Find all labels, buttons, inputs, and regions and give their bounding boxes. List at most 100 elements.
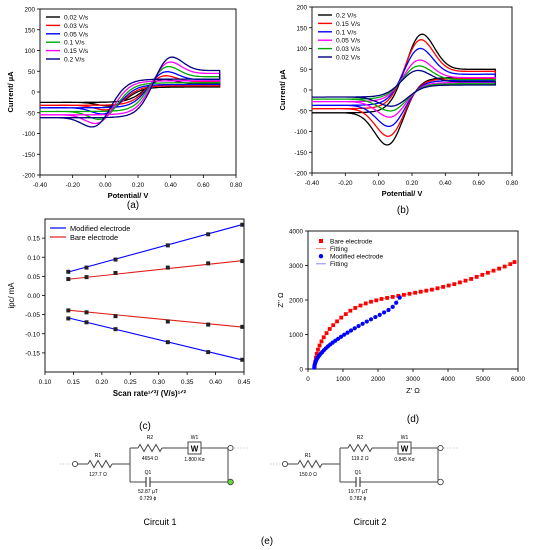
x-tick-label: 0: [306, 376, 310, 383]
q1-phi: 0.729 ϕ: [140, 496, 157, 502]
terminal-node: [437, 478, 444, 486]
x-tick-label: 0.10: [39, 379, 52, 386]
data-point: [113, 314, 118, 319]
warburg-symbol: W: [401, 445, 409, 454]
data-point: [368, 317, 374, 322]
y-tick-label: 3000: [289, 263, 304, 270]
data-point: [113, 327, 118, 332]
y-axis-label: Current/ µA: [278, 69, 287, 111]
q1-value: 19.77 µT: [348, 489, 368, 495]
data-point: [353, 306, 358, 310]
y-tick-label: -50: [298, 108, 308, 115]
fit-line-1: [68, 260, 243, 280]
legend-swatch: [319, 239, 323, 243]
terminal-node: [71, 460, 79, 468]
circuit-2: R1 150.0 Ω R2 119.2 Ω W W1 0.845 Kσ Q1 19.77 µT0…: [270, 435, 458, 527]
y-tick-label: -0.10: [25, 331, 40, 338]
data-point: [352, 326, 357, 331]
y-tick-label: 50: [28, 69, 36, 76]
y-tick-label: 0.00: [27, 293, 40, 300]
data-point: [206, 232, 211, 237]
fit-line-2: [68, 309, 243, 328]
data-point: [394, 300, 399, 305]
y-tick-label: 0: [31, 90, 35, 97]
y-tick-label: 50: [300, 67, 308, 74]
data-point: [402, 292, 406, 297]
y-tick-label: 0.10: [27, 255, 40, 262]
x-tick-label: 0.20: [406, 180, 419, 187]
w1-value: 0.845 Kσ: [394, 457, 415, 463]
panel-1: -0.40 -0.20 0.00 0.20 0.40 0.60 0.80 -200 -150 -1…: [278, 5, 519, 217]
x-tick-label: -0.40: [33, 182, 48, 189]
data-point: [364, 319, 369, 324]
w1-name: W1: [401, 435, 409, 441]
data-point: [435, 286, 440, 291]
y-tick-label: 0.15: [27, 236, 40, 243]
x-tick-label: -0.40: [305, 180, 320, 187]
data-point: [397, 295, 402, 300]
data-point: [319, 339, 324, 344]
data-point: [165, 340, 170, 345]
r1-value: 150.0 Ω: [299, 472, 317, 478]
x-tick-label: 3000: [406, 376, 421, 383]
circuit-caption: Circuit 2: [353, 517, 386, 527]
y-tick-label: -150: [294, 150, 307, 157]
x-tick-label: 0.15: [67, 379, 80, 386]
data-point: [418, 289, 423, 294]
data-point: [396, 293, 401, 298]
x-tick-label: 0.00: [99, 182, 112, 189]
data-point: [474, 274, 479, 279]
data-point: [430, 287, 434, 292]
x-axis-label: Z' Ω: [406, 386, 420, 395]
data-point: [345, 330, 350, 335]
data-point: [373, 314, 378, 320]
data-point: [113, 270, 118, 275]
r2-name: R2: [357, 435, 364, 441]
x-tick-label: 0.30: [152, 379, 165, 386]
cv-curve-5: [312, 69, 496, 107]
legend-entry: Modified electrode: [70, 224, 130, 233]
data-point: [206, 322, 211, 327]
resistor-symbol: [137, 443, 163, 453]
y-tick-label: 1000: [289, 332, 304, 339]
data-point: [240, 222, 245, 227]
data-point: [390, 304, 395, 309]
data-point: [206, 261, 211, 266]
x-tick-label: 0.00: [373, 180, 386, 187]
y-tick-label: 150: [296, 25, 307, 32]
x-tick-label: 0.60: [473, 180, 486, 187]
data-point: [348, 308, 353, 313]
legend-entry: Fitting: [330, 261, 348, 268]
y-tick-label: 0: [303, 88, 307, 95]
x-tick-label: 0.20: [132, 182, 145, 189]
data-point: [458, 280, 462, 285]
data-point: [369, 299, 373, 304]
x-tick-label: -0.20: [338, 180, 353, 187]
data-point: [497, 266, 501, 271]
x-tick-label: 0.20: [96, 379, 109, 386]
r1-name: R1: [95, 453, 102, 459]
data-point: [338, 334, 344, 339]
data-point: [452, 282, 457, 287]
cv-curve-5: [40, 56, 221, 128]
legend-entry: 0.02 V/s: [336, 55, 361, 62]
legend-entry: 0.03 V/s: [64, 23, 89, 30]
data-point: [66, 277, 71, 282]
y-tick-label: -150: [22, 152, 35, 159]
panel-label: (d): [407, 414, 419, 425]
data-point: [84, 310, 89, 315]
panel-2: 0.10 0.15 0.20 0.25 0.30 0.35 0.40 0.45 -0.15 -0.…: [7, 218, 251, 432]
terminal-node: [281, 460, 289, 468]
resistor-symbol: [87, 459, 113, 469]
data-point: [113, 257, 118, 262]
data-point: [348, 328, 354, 333]
q1-name: Q1: [355, 470, 362, 476]
data-point: [363, 301, 368, 306]
q1-name: Q1: [145, 470, 152, 476]
circuit-1: R1 127.7 Ω R2 4654 Ω W W1 1.800 Kσ Q1 52.87 µT0.…: [60, 435, 248, 527]
data-point: [379, 297, 384, 301]
data-point: [469, 277, 473, 281]
warburg-symbol: W: [191, 445, 199, 454]
panel-label: (a): [127, 200, 139, 211]
